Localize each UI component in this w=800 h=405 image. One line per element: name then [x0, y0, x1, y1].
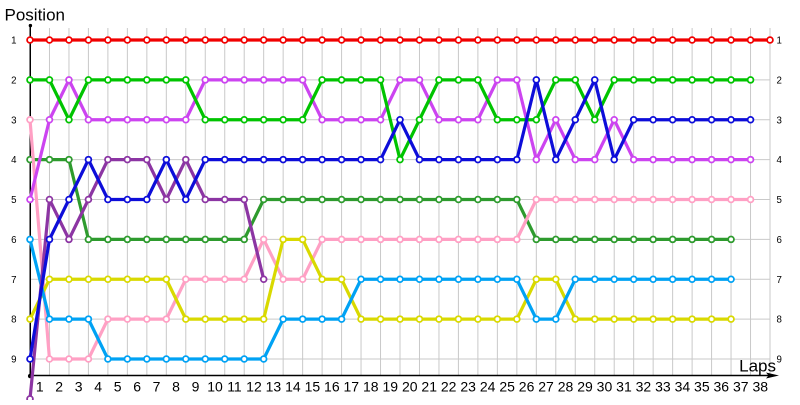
- svg-text:9: 9: [11, 355, 16, 366]
- svg-text:17: 17: [344, 379, 360, 395]
- svg-text:8: 8: [11, 315, 16, 326]
- svg-text:5: 5: [114, 379, 122, 395]
- svg-text:26: 26: [519, 379, 535, 395]
- svg-text:1: 1: [11, 36, 16, 47]
- svg-text:31: 31: [616, 379, 632, 395]
- svg-text:4: 4: [777, 155, 783, 166]
- svg-text:4: 4: [11, 155, 17, 166]
- svg-text:5: 5: [777, 195, 782, 206]
- svg-text:16: 16: [324, 379, 340, 395]
- svg-text:7: 7: [777, 275, 782, 286]
- svg-text:11: 11: [227, 379, 242, 395]
- svg-text:10: 10: [207, 379, 223, 395]
- svg-text:21: 21: [421, 379, 437, 395]
- svg-text:23: 23: [460, 379, 476, 395]
- svg-text:28: 28: [558, 379, 574, 395]
- svg-text:6: 6: [133, 379, 141, 395]
- svg-text:5: 5: [11, 195, 16, 206]
- svg-text:18: 18: [363, 379, 379, 395]
- svg-text:1: 1: [36, 379, 44, 395]
- svg-text:27: 27: [538, 379, 554, 395]
- svg-text:8: 8: [777, 315, 782, 326]
- svg-text:37: 37: [733, 379, 749, 395]
- svg-text:22: 22: [441, 379, 457, 395]
- svg-text:29: 29: [577, 379, 593, 395]
- svg-text:Position: Position: [5, 6, 65, 25]
- svg-text:3: 3: [777, 115, 782, 126]
- svg-text:19: 19: [382, 379, 398, 395]
- svg-text:14: 14: [285, 379, 301, 395]
- svg-text:38: 38: [752, 379, 768, 395]
- svg-text:7: 7: [11, 275, 16, 286]
- svg-text:25: 25: [499, 379, 515, 395]
- svg-text:12: 12: [246, 379, 262, 395]
- svg-text:8: 8: [172, 379, 180, 395]
- svg-text:35: 35: [694, 379, 710, 395]
- svg-text:2: 2: [777, 75, 782, 86]
- svg-text:24: 24: [480, 379, 496, 395]
- svg-text:3: 3: [75, 379, 83, 395]
- svg-text:20: 20: [402, 379, 418, 395]
- svg-text:9: 9: [192, 379, 200, 395]
- svg-text:7: 7: [153, 379, 161, 395]
- svg-text:1: 1: [777, 36, 782, 47]
- svg-text:9: 9: [777, 355, 782, 366]
- svg-text:15: 15: [305, 379, 321, 395]
- svg-text:30: 30: [597, 379, 613, 395]
- svg-text:3: 3: [11, 115, 16, 126]
- svg-text:32: 32: [636, 379, 652, 395]
- svg-text:13: 13: [266, 379, 282, 395]
- svg-text:33: 33: [655, 379, 671, 395]
- svg-text:4: 4: [94, 379, 102, 395]
- svg-text:36: 36: [714, 379, 730, 395]
- svg-text:2: 2: [11, 75, 16, 86]
- svg-text:34: 34: [675, 379, 691, 395]
- svg-text:6: 6: [11, 235, 16, 246]
- svg-text:2: 2: [55, 379, 63, 395]
- svg-text:6: 6: [777, 235, 782, 246]
- svg-text:Laps: Laps: [739, 357, 776, 376]
